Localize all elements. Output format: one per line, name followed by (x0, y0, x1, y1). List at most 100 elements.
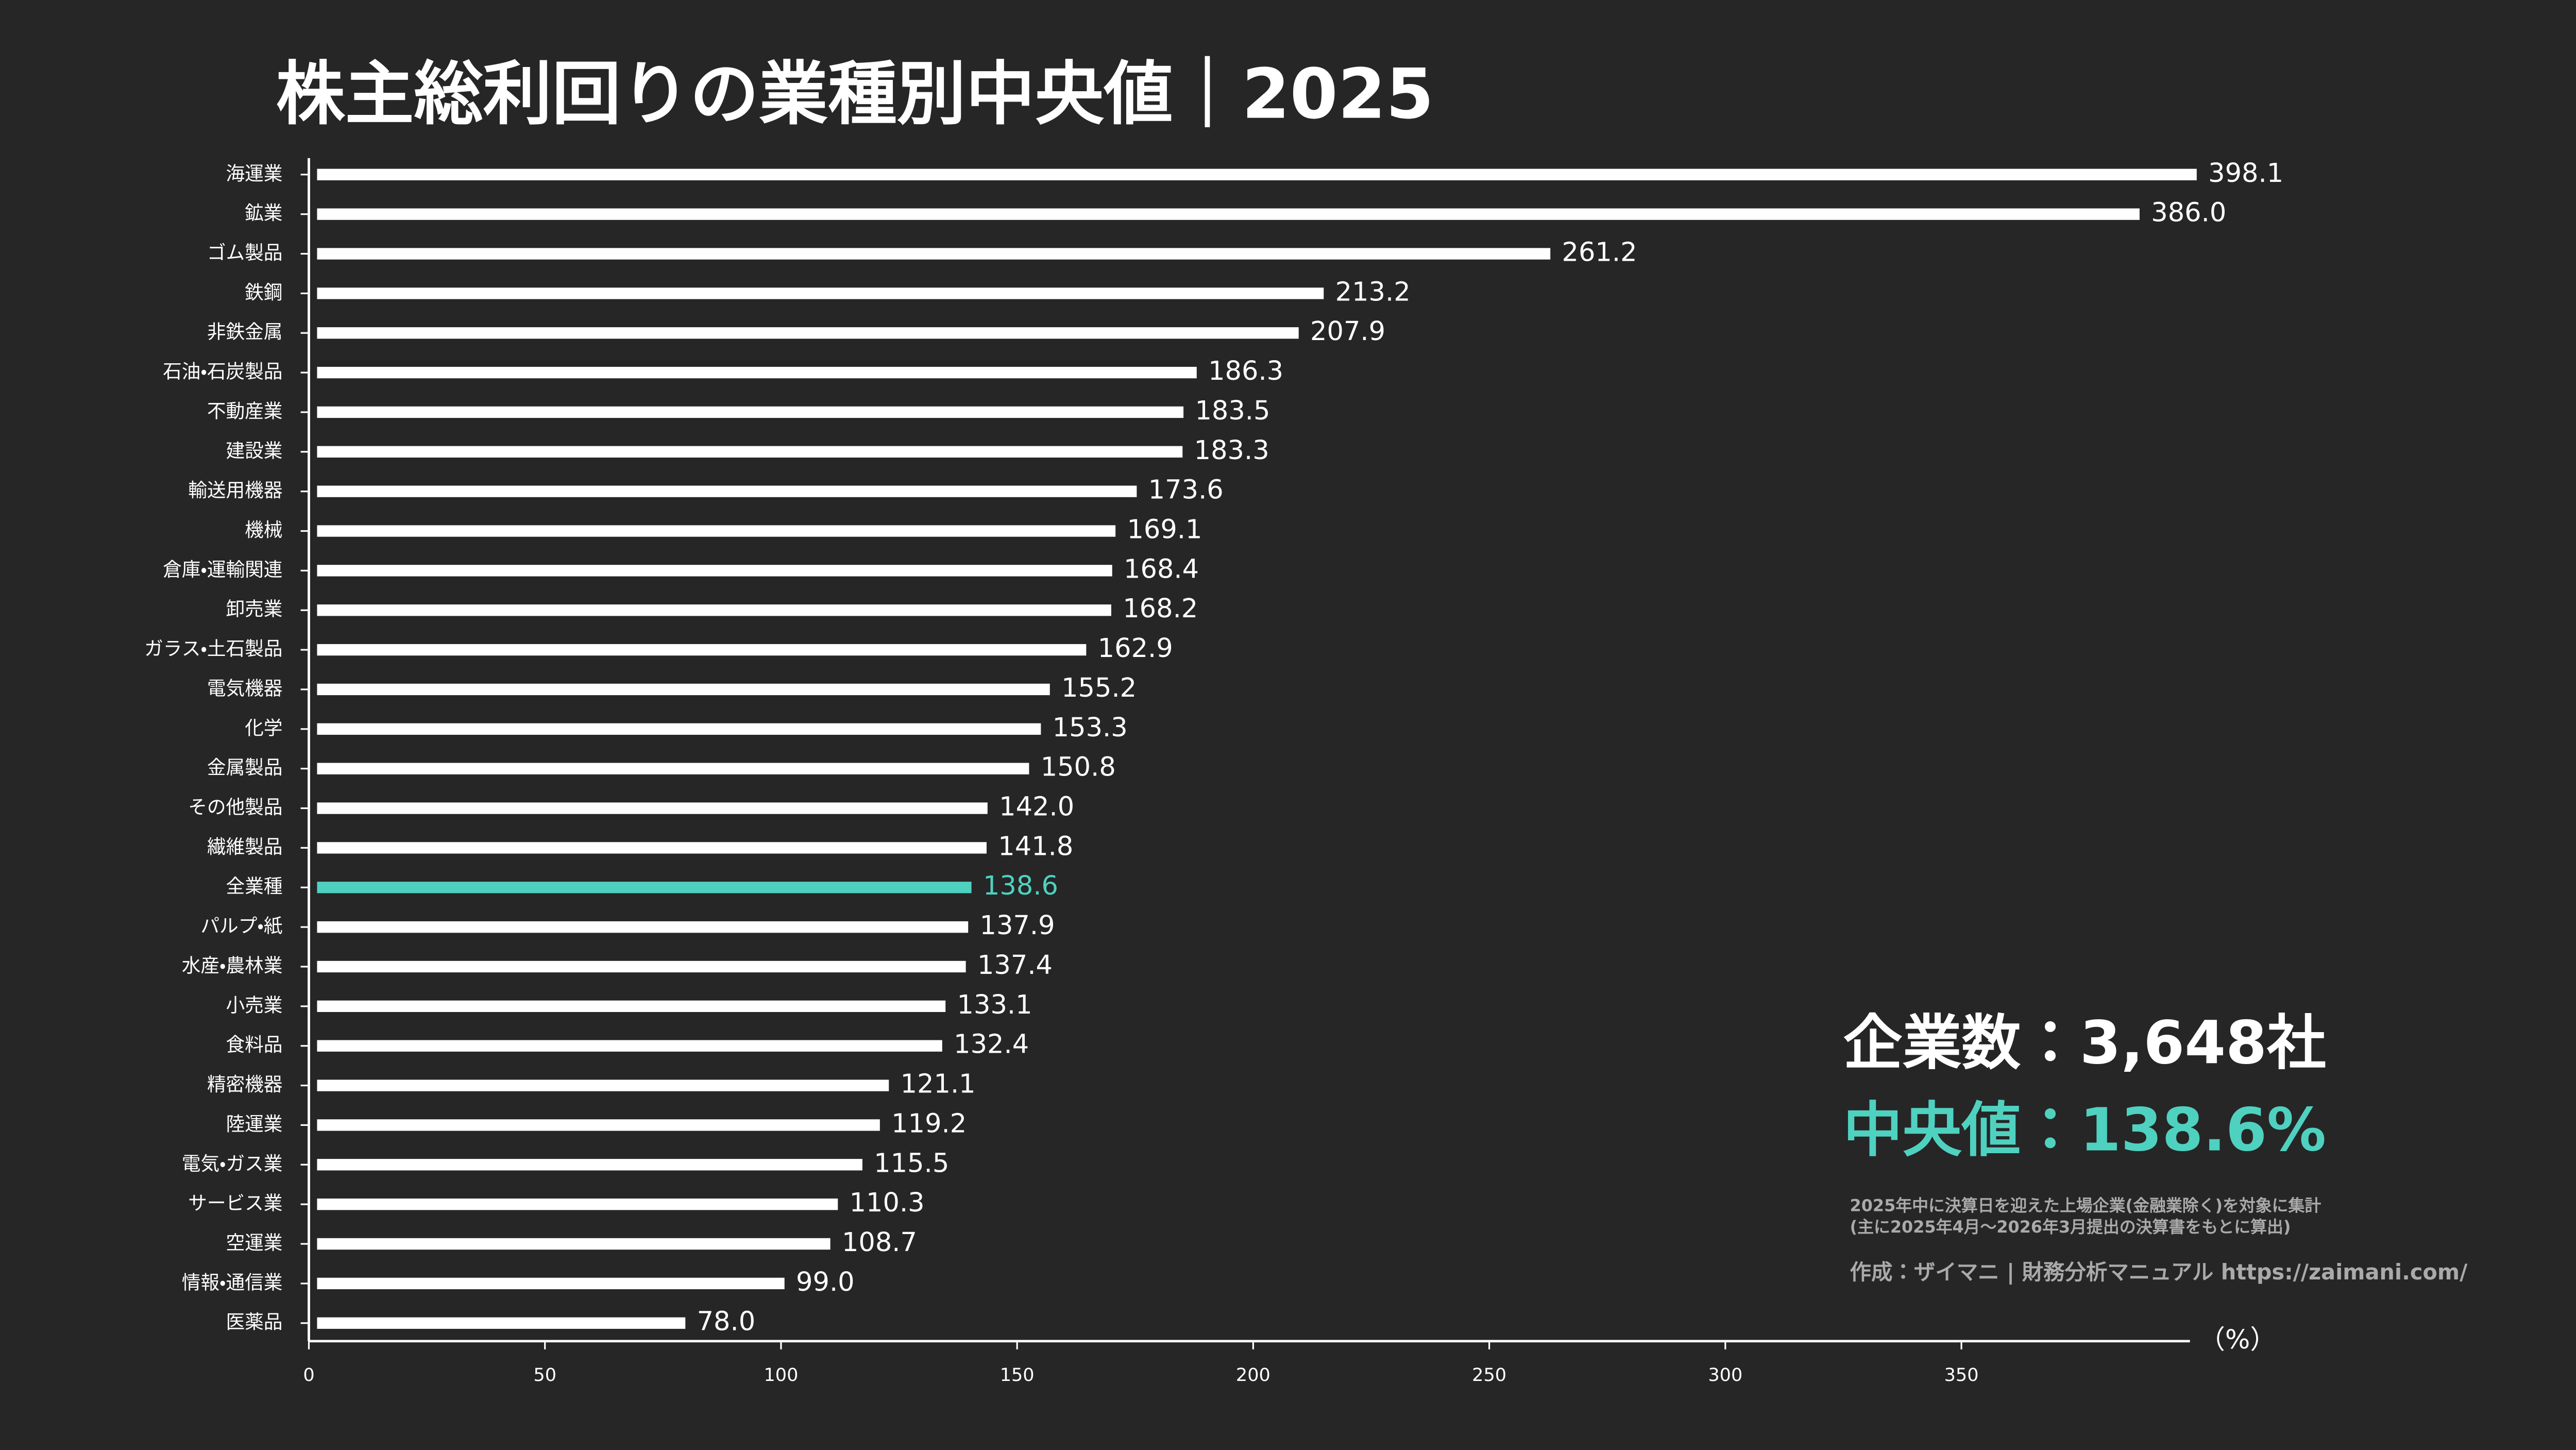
bar (317, 960, 966, 973)
y-tick-label: 陸運業 (226, 1113, 283, 1135)
x-tick-label: 50 (533, 1364, 556, 1386)
value-label: 155.2 (1061, 673, 1137, 703)
y-tick-label: 精密機器 (207, 1073, 283, 1095)
bar (317, 565, 1112, 577)
y-tick-label: 繊維製品 (207, 836, 283, 858)
value-label: 137.9 (980, 911, 1055, 941)
value-label: 150.8 (1041, 752, 1116, 783)
x-tick-label: 350 (1944, 1364, 1979, 1386)
y-tick-label: 空運業 (226, 1232, 283, 1254)
value-label: 137.4 (977, 950, 1053, 981)
value-label: 173.6 (1148, 475, 1224, 505)
y-tick-label: 鉄鋼 (245, 281, 282, 304)
x-axis-label: （%） (2199, 1325, 2277, 1355)
y-tick-label: 化学 (245, 717, 282, 739)
chart-title: 株主総利回りの業種別中央値｜2025 (276, 54, 1434, 134)
y-tick-label: 情報・通信業 (182, 1271, 283, 1293)
bar (317, 406, 1184, 418)
value-label: 153.3 (1053, 713, 1128, 743)
x-tick-label: 250 (1472, 1364, 1506, 1386)
y-tick-label: 医薬品 (226, 1311, 283, 1333)
value-label: 168.2 (1123, 594, 1198, 624)
y-tick-label: その他製品 (188, 796, 282, 818)
bar (317, 723, 1041, 735)
x-tick-label: 0 (303, 1364, 314, 1386)
value-label: 169.1 (1127, 515, 1202, 545)
value-label: 138.6 (983, 871, 1058, 901)
bar (317, 683, 1050, 696)
bar (317, 763, 1029, 774)
bar (317, 1080, 889, 1091)
bar (317, 1119, 880, 1131)
bar (317, 168, 2197, 180)
bar (317, 1238, 831, 1250)
bar (317, 327, 1299, 339)
value-label: 213.2 (1335, 277, 1411, 307)
y-tick-label: 卸売業 (226, 598, 283, 620)
y-tick-label: 建設業 (226, 440, 283, 462)
value-label: 183.5 (1195, 396, 1270, 426)
value-label: 115.5 (874, 1148, 949, 1178)
y-tick-label: 鉱業 (245, 202, 282, 224)
y-tick-label: 輸送用機器 (188, 479, 282, 501)
bar (317, 802, 988, 814)
value-label: 119.2 (891, 1108, 967, 1139)
bar (317, 288, 1324, 299)
bar (317, 882, 972, 893)
value-label: 142.0 (999, 792, 1074, 822)
bar (317, 1198, 838, 1210)
y-tick-label: 電気機器 (207, 677, 283, 699)
y-tick-label: 水産・農林業 (182, 954, 283, 976)
bar (317, 1000, 946, 1012)
x-tick-label: 300 (1708, 1364, 1742, 1386)
value-label: 186.3 (1208, 356, 1283, 386)
bar (317, 248, 1551, 260)
value-label: 398.1 (2208, 158, 2283, 189)
bar (317, 1159, 862, 1171)
y-tick-label: 機械 (245, 519, 282, 541)
value-label: 99.0 (796, 1267, 855, 1297)
y-tick-label: 海運業 (226, 162, 283, 184)
value-label: 108.7 (842, 1227, 917, 1258)
value-label: 121.1 (901, 1069, 976, 1100)
y-tick-label: 不動産業 (207, 400, 283, 422)
count-annotation: 企業数：3,648社 (1843, 1008, 2326, 1077)
value-label: 141.8 (998, 831, 1073, 862)
value-label: 162.9 (1098, 633, 1173, 664)
y-tick-label: 電気・ガス業 (182, 1153, 283, 1175)
bar (317, 604, 1111, 616)
value-label: 183.3 (1194, 435, 1269, 466)
value-label: 168.4 (1124, 554, 1199, 584)
value-label: 110.3 (850, 1188, 925, 1218)
bar (317, 208, 2140, 220)
x-tick-label: 200 (1236, 1364, 1270, 1386)
y-tick-label: ゴム製品 (207, 242, 283, 264)
note: (主に2025年4月〜2026年3月提出の決算書をもとに算出) (1850, 1217, 2291, 1237)
y-tick-label: 食料品 (226, 1034, 283, 1056)
value-label: 132.4 (954, 1030, 1029, 1060)
bar (317, 1040, 942, 1052)
y-tick-label: 非鉄金属 (207, 321, 283, 343)
bar (317, 446, 1183, 458)
y-tick-label: パルプ・紙 (200, 915, 282, 937)
value-label: 78.0 (697, 1307, 756, 1337)
x-tick-label: 150 (1000, 1364, 1035, 1386)
median-annotation: 中央値：138.6% (1843, 1095, 2326, 1165)
value-label: 133.1 (957, 990, 1032, 1020)
bar (317, 525, 1116, 537)
y-tick-label: ガラス・土石製品 (144, 638, 282, 660)
value-label: 261.2 (1562, 237, 1637, 267)
bar (317, 921, 969, 933)
bar (317, 366, 1197, 379)
value-label: 386.0 (2151, 198, 2226, 228)
bar (317, 485, 1137, 497)
bar (317, 1317, 686, 1329)
y-tick-label: サービス業 (188, 1192, 282, 1215)
bar (317, 1277, 785, 1290)
bar (317, 842, 987, 854)
credit: 作成：ザイマニ | 財務分析マニュアル https://zaimani.com/ (1850, 1260, 2468, 1285)
x-tick-label: 100 (764, 1364, 798, 1386)
y-tick-label: 石油・石炭製品 (163, 361, 282, 383)
